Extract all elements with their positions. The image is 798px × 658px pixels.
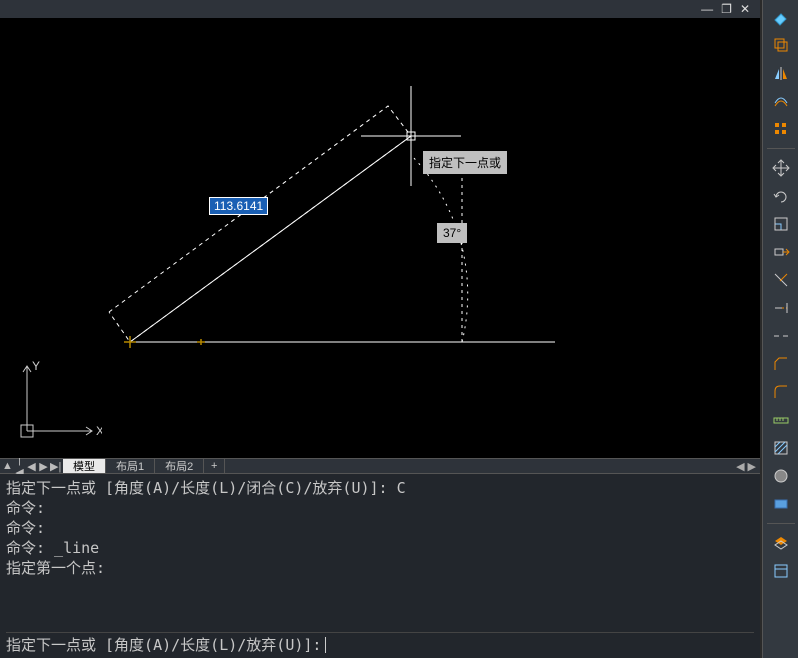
rotate-icon[interactable] — [770, 185, 792, 207]
extend-icon[interactable] — [770, 297, 792, 319]
trim-icon[interactable] — [770, 269, 792, 291]
offset-icon[interactable] — [770, 90, 792, 112]
dynamic-prompt: 指定下一点或 — [423, 151, 507, 174]
command-prompt: 指定下一点或 [角度(A)/长度(L)/放弃(U)]: — [6, 634, 321, 655]
hscroll-left-icon[interactable]: ◀ — [736, 460, 744, 473]
tab-model[interactable]: 模型 — [63, 459, 106, 473]
chamfer-icon[interactable] — [770, 353, 792, 375]
copy-icon[interactable] — [770, 34, 792, 56]
close-button[interactable]: ✕ — [740, 2, 750, 16]
break-icon[interactable] — [770, 325, 792, 347]
tab-last-icon[interactable]: ▶| — [50, 460, 61, 473]
svg-text:Y: Y — [32, 359, 40, 373]
eraser-icon[interactable] — [770, 6, 792, 28]
stretch-icon[interactable] — [770, 241, 792, 263]
command-input[interactable]: 指定下一点或 [角度(A)/长度(L)/放弃(U)]: — [6, 632, 754, 654]
tab-layout1[interactable]: 布局1 — [106, 459, 155, 473]
minimize-button[interactable]: — — [701, 2, 713, 16]
right-toolbar — [762, 0, 798, 658]
cmd-line: 命令: — [6, 518, 754, 538]
mirror-icon[interactable] — [770, 62, 792, 84]
command-panel: 指定下一点或 [角度(A)/长度(L)/闭合(C)/放弃(U)]: C 命令: … — [0, 474, 760, 658]
svg-text:X: X — [96, 424, 102, 438]
revcloud-icon[interactable] — [770, 493, 792, 515]
tab-prev-icon[interactable]: ◀ — [26, 460, 37, 473]
hscroll-right-icon[interactable]: ▶ — [748, 460, 756, 473]
titlebar: — ❐ ✕ — [0, 0, 760, 18]
tab-nav-up-icon[interactable]: ▲ — [2, 460, 13, 472]
measure-icon[interactable] — [770, 409, 792, 431]
hatch-icon[interactable] — [770, 437, 792, 459]
fillet-icon[interactable] — [770, 381, 792, 403]
array-icon[interactable] — [770, 118, 792, 140]
ucs-icon: X Y — [12, 356, 102, 446]
properties-icon[interactable] — [770, 560, 792, 582]
cursor-icon — [325, 637, 326, 653]
tab-add[interactable]: + — [204, 459, 225, 473]
length-input[interactable]: 113.6141 — [209, 197, 268, 215]
command-history: 指定下一点或 [角度(A)/长度(L)/闭合(C)/放弃(U)]: C 命令: … — [6, 478, 754, 632]
layers-icon[interactable] — [770, 532, 792, 554]
tab-next-icon[interactable]: ▶ — [38, 460, 49, 473]
region-icon[interactable] — [770, 465, 792, 487]
layout-tabs: ▲ |◀ ◀ ▶ ▶| 模型 布局1 布局2 + ◀ ▶ — [0, 458, 760, 474]
cmd-line: 指定下一点或 [角度(A)/长度(L)/闭合(C)/放弃(U)]: C — [6, 478, 754, 498]
tab-nav: ▲ |◀ ◀ ▶ ▶| — [0, 459, 63, 473]
scale-icon[interactable] — [770, 213, 792, 235]
drawing-canvas[interactable]: 113.6141 37° 指定下一点或 X Y — [0, 18, 760, 458]
move-icon[interactable] — [770, 157, 792, 179]
cmd-line: 命令: _line — [6, 538, 754, 558]
cmd-line: 指定第一个点: — [6, 558, 754, 578]
tab-layout2[interactable]: 布局2 — [155, 459, 204, 473]
maximize-button[interactable]: ❐ — [721, 2, 732, 16]
cmd-line: 命令: — [6, 498, 754, 518]
canvas-svg — [0, 18, 760, 458]
angle-readout: 37° — [437, 223, 467, 243]
